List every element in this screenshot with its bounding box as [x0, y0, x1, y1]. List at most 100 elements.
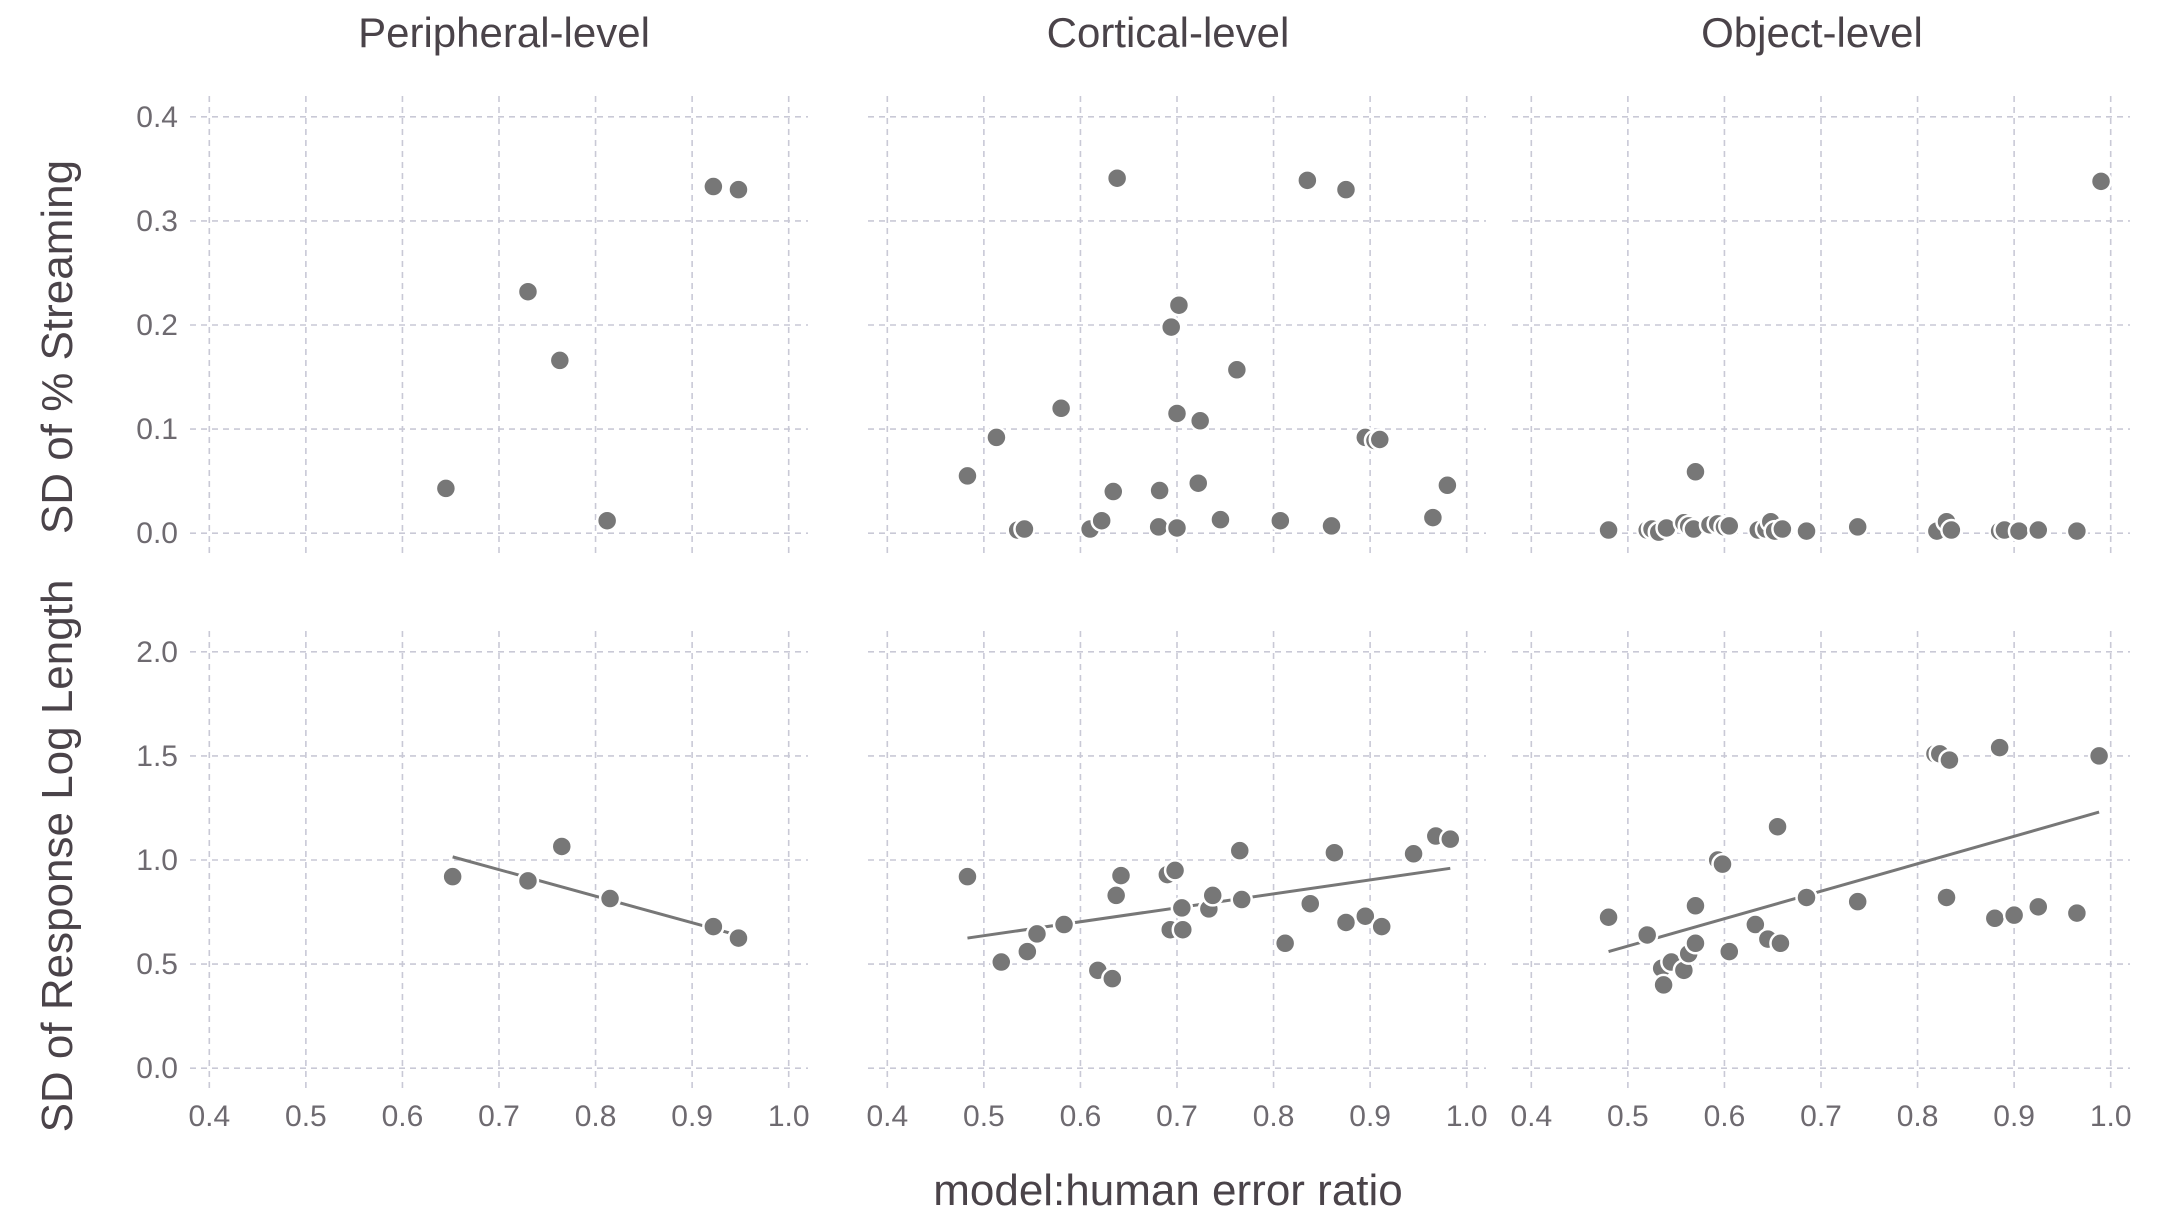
x-tick-label: 0.8	[575, 1100, 617, 1133]
data-point-log-length-cortical	[1334, 911, 1358, 934]
data-point-log-length-peripheral	[441, 865, 464, 888]
data-point-log-length-cortical	[1201, 884, 1224, 907]
data-point-streaming-cortical	[1421, 506, 1445, 529]
x-tick-label: 0.6	[382, 1100, 424, 1133]
y-tick-label: 1.0	[136, 844, 178, 877]
data-point-log-length-object	[1744, 913, 1767, 936]
data-point-streaming-peripheral	[548, 349, 572, 372]
data-point-streaming-peripheral	[595, 509, 619, 532]
data-point-streaming-cortical	[1013, 517, 1036, 541]
y-tick-label: 0.2	[136, 309, 178, 342]
data-point-log-length-object	[1635, 923, 1659, 947]
data-point-streaming-cortical	[1436, 474, 1459, 497]
x-tick-label: 0.5	[285, 1100, 327, 1133]
data-point-log-length-peripheral	[550, 835, 574, 858]
y-tick-label: 0.5	[136, 948, 178, 981]
data-point-log-length-object	[1795, 886, 1818, 909]
data-point-log-length-cortical	[1354, 904, 1377, 928]
data-point-streaming-cortical	[1225, 358, 1249, 382]
y-tick-label: 2.0	[136, 636, 178, 669]
data-point-streaming-cortical	[1147, 515, 1170, 539]
data-point-log-length-cortical	[1016, 940, 1039, 963]
y-tick-label: 0.4	[136, 101, 178, 134]
data-point-log-length-object	[1684, 932, 1707, 955]
x-tick-label: 0.7	[1156, 1100, 1198, 1133]
data-point-log-length-object	[1711, 852, 1734, 876]
data-point-streaming-object	[1684, 460, 1707, 484]
x-tick-label: 0.9	[671, 1100, 713, 1133]
data-point-streaming-cortical	[1090, 509, 1113, 532]
data-point-streaming-cortical	[1320, 514, 1343, 538]
data-point-log-length-cortical	[1370, 915, 1393, 938]
data-point-log-length-peripheral	[702, 915, 725, 938]
data-point-log-length-object	[1652, 973, 1675, 997]
data-point-streaming-cortical	[1186, 471, 1210, 495]
data-point-log-length-cortical	[1402, 842, 1425, 866]
data-point-streaming-cortical	[1368, 428, 1392, 451]
x-tick-label: 0.8	[1253, 1100, 1295, 1133]
data-point-log-length-object	[2087, 744, 2111, 768]
data-point-log-length-cortical	[990, 950, 1013, 974]
data-point-log-length-cortical	[1230, 888, 1253, 911]
data-point-log-length-cortical	[1109, 864, 1133, 887]
data-point-streaming-cortical	[1334, 178, 1358, 201]
data-point-streaming-cortical	[956, 464, 979, 488]
data-point-streaming-object	[1597, 518, 1620, 542]
data-point-streaming-cortical	[1209, 508, 1232, 531]
data-point-streaming-peripheral	[434, 477, 458, 500]
data-point-streaming-cortical	[1105, 166, 1129, 190]
data-point-streaming-object	[1771, 517, 1794, 541]
data-point-log-length-cortical	[1104, 884, 1128, 907]
plot-area: 0.0 0.1 0.2 0.3 0.4 0.0 0.5 1.0 1.5 2.0 0.4 0.5 0.6 0…	[136, 96, 2132, 1133]
data-point-log-length-object	[1769, 932, 1792, 955]
facet-title-peripheral: Peripheral-level	[358, 9, 650, 56]
y-tick-label: 0.0	[136, 1052, 178, 1085]
data-point-log-length-object	[1935, 886, 1958, 909]
facet-title-object: Object-level	[1701, 9, 1923, 56]
data-point-log-length-cortical	[1171, 918, 1195, 941]
x-tick-label: 0.4	[188, 1100, 230, 1133]
data-point-log-length-object	[1597, 906, 1620, 929]
x-tick-label: 0.5	[1607, 1100, 1649, 1133]
x-tick-label: 1.0	[768, 1100, 810, 1133]
data-point-log-length-object	[1938, 748, 1961, 772]
data-point-streaming-cortical	[1165, 402, 1189, 425]
data-point-log-length-cortical	[1163, 859, 1187, 882]
x-tick-label: 0.5	[963, 1100, 1005, 1133]
x-tick-label: 0.9	[1993, 1100, 2035, 1133]
y-tick-label: 0.1	[136, 413, 178, 446]
x-tick-label: 0.8	[1897, 1100, 1939, 1133]
data-point-log-length-object	[1988, 736, 2011, 759]
data-point-streaming-cortical	[1102, 480, 1125, 503]
y-tick-label: 1.5	[136, 740, 178, 773]
data-point-streaming-peripheral	[516, 280, 540, 303]
data-point-log-length-cortical	[1101, 967, 1124, 990]
data-point-log-length-peripheral	[598, 887, 622, 910]
data-point-streaming-peripheral	[702, 175, 725, 198]
data-point-log-length-object	[1983, 907, 2007, 930]
x-tick-label: 0.6	[1704, 1100, 1746, 1133]
data-point-streaming-peripheral	[727, 178, 750, 201]
x-tick-label: 1.0	[2090, 1100, 2132, 1133]
y-tick-label: 0.0	[136, 517, 178, 550]
data-point-streaming-object	[1846, 515, 1869, 539]
data-point-streaming-cortical	[1296, 169, 1319, 192]
data-point-log-length-object	[1766, 815, 1789, 838]
data-point-log-length-object	[1718, 940, 1741, 963]
data-point-log-length-peripheral	[727, 926, 750, 950]
y-axis-title-log-length: SD of Response Log Length	[33, 580, 82, 1133]
data-point-streaming-cortical	[1159, 315, 1183, 339]
data-point-log-length-cortical	[1323, 841, 1346, 864]
fit-line-log-length-object	[1608, 810, 2100, 954]
facet-title-cortical: Cortical-level	[1047, 9, 1290, 56]
x-axis-title: model:human error ratio	[933, 1166, 1403, 1215]
data-point-log-length-cortical	[1170, 896, 1194, 920]
data-point-log-length-cortical	[1299, 892, 1322, 915]
data-point-streaming-cortical	[1167, 293, 1191, 317]
data-point-log-length-cortical	[1228, 839, 1252, 862]
data-point-streaming-cortical	[1269, 509, 1292, 532]
data-point-streaming-object	[1795, 519, 1818, 543]
data-point-log-length-cortical	[1273, 932, 1297, 955]
data-point-streaming-object	[1718, 514, 1741, 538]
